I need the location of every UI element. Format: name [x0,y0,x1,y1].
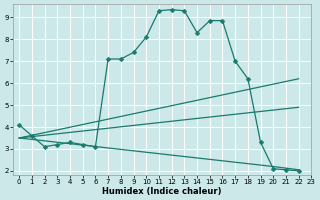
X-axis label: Humidex (Indice chaleur): Humidex (Indice chaleur) [102,187,222,196]
